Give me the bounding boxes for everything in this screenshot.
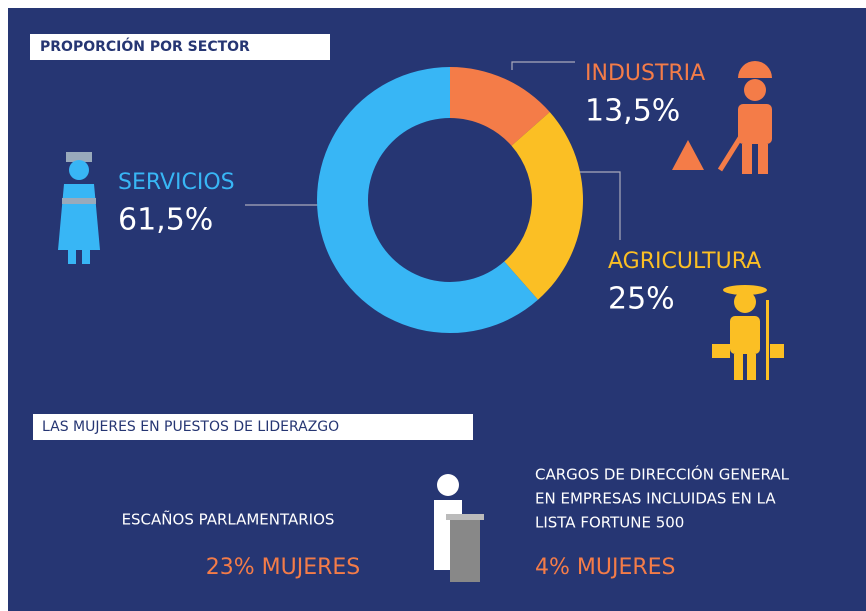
title-box (30, 34, 330, 60)
item-value: 23% MUJERES (206, 555, 361, 580)
worker-icon (672, 61, 772, 174)
service-icon (58, 152, 100, 264)
value-label: 13,5% (585, 94, 680, 129)
podium-icon (434, 474, 484, 582)
leader-line (575, 171, 621, 240)
category-label: SERVICIOS (118, 170, 235, 195)
item-label: CARGOS DE DIRECCIÓN GENERAL (535, 465, 790, 484)
item-value: 4% MUJERES (535, 555, 676, 580)
donut-segment (504, 112, 583, 300)
donut-segment (450, 67, 550, 146)
item-label: EN EMPRESAS INCLUIDAS EN LA (535, 490, 776, 508)
item-label: ESCAÑOS PARLAMENTARIOS (122, 510, 335, 529)
chart-title: PROPORCIÓN POR SECTOR (40, 37, 250, 55)
value-label: 25% (608, 282, 675, 317)
section-title: LAS MUJERES EN PUESTOS DE LIDERAZGO (42, 419, 339, 435)
value-label: 61,5% (118, 203, 213, 238)
category-label: AGRICULTURA (608, 249, 761, 274)
donut-segment (317, 67, 538, 333)
item-label: LISTA FORTUNE 500 (535, 514, 684, 532)
section-title-box (33, 414, 473, 440)
farmer-icon (712, 285, 784, 380)
leader-line (511, 61, 575, 70)
category-label: INDUSTRIA (585, 61, 705, 86)
